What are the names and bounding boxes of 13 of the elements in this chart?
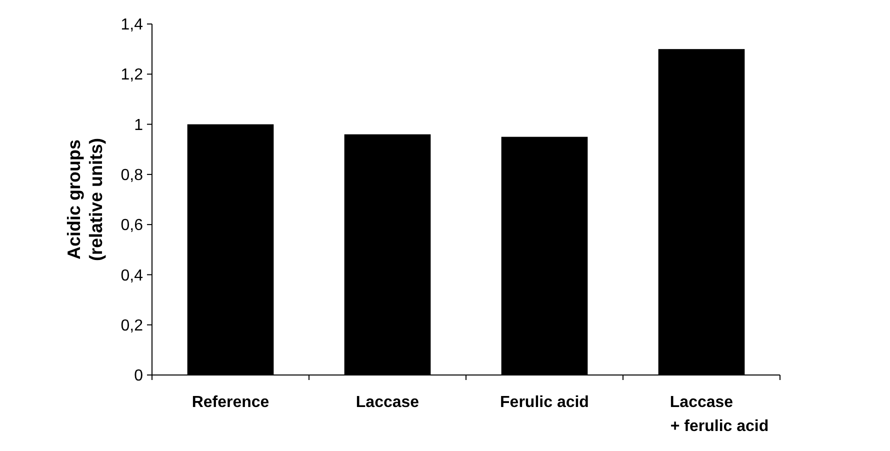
y-tick-label: 0 [134,368,144,385]
x-tick-label: Reference [192,394,270,411]
y-tick-label: 1 [134,116,144,134]
y-tick-label: 1,4 [120,16,144,34]
x-tick-label: Laccase [356,394,420,411]
x-tick-label: Laccase + ferulic acid [670,394,769,435]
y-tick-label: 0,4 [120,267,144,284]
y-tick-label: 0,8 [120,167,144,184]
y-tick-label: 0,2 [120,317,144,334]
x-tick-label: Ferulic acid [500,394,589,411]
y-tick-label: 0,6 [120,217,144,234]
y-axis-title: Acidic groups (relative units) [64,138,106,262]
y-tick-label: 1,2 [120,66,144,84]
